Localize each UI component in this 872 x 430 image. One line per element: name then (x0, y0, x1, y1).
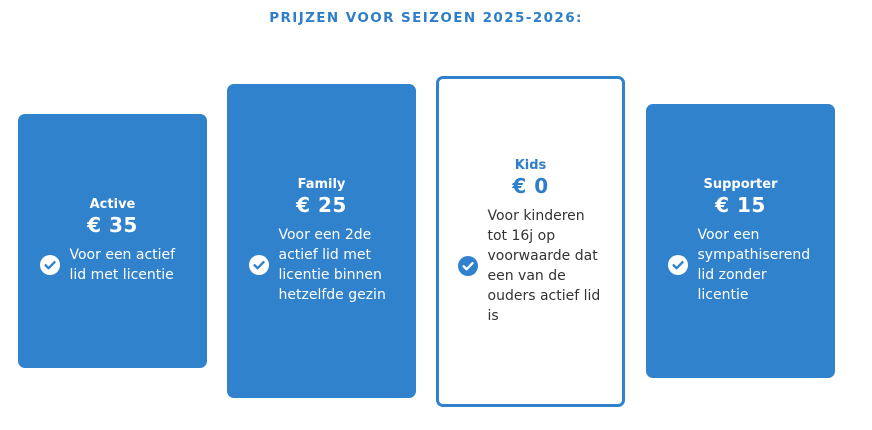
card-name: Family (297, 177, 346, 192)
feature-text: Voor een actief lid met licentie (69, 247, 176, 283)
card-price: € 25 (296, 193, 347, 217)
card-price: € 35 (87, 213, 138, 237)
card-price: € 0 (512, 173, 549, 198)
feature-row: Voor een actief lid met licentie (39, 245, 186, 285)
feature-row: Voor kinderen tot 16j op voorwaarde dat … (457, 206, 604, 326)
check-circle-icon (457, 255, 478, 276)
feature-text: Voor een sympathiserend lid zonder licen… (697, 227, 811, 303)
check-circle-icon (39, 255, 60, 275)
card-name: Kids (514, 157, 547, 173)
pricing-heading: PRIJZEN VOOR SEIZOEN 2025-2026: (269, 10, 583, 26)
feature-row: Voor een sympathiserend lid zonder licen… (667, 225, 814, 305)
pricing-card-kids: Kids € 0 Voor kinderen tot 16j op voorwa… (436, 76, 625, 407)
pricing-card-active: Active € 35 Voor een actief lid met lice… (18, 114, 207, 368)
pricing-card-family: Family € 25 Voor een 2de actief lid met … (227, 84, 416, 398)
pricing-card-supporter: Supporter € 15 Voor een sympathiserend l… (646, 104, 835, 378)
card-price: € 15 (715, 193, 766, 217)
card-name: Active (89, 197, 136, 212)
check-circle-icon (667, 255, 688, 275)
feature-row: Voor een 2de actief lid met licentie bin… (248, 225, 395, 305)
check-circle-icon (248, 255, 269, 275)
feature-text: Voor kinderen tot 16j op voorwaarde dat … (487, 207, 601, 324)
card-name: Supporter (703, 177, 778, 192)
feature-text: Voor een 2de actief lid met licentie bin… (278, 227, 386, 303)
